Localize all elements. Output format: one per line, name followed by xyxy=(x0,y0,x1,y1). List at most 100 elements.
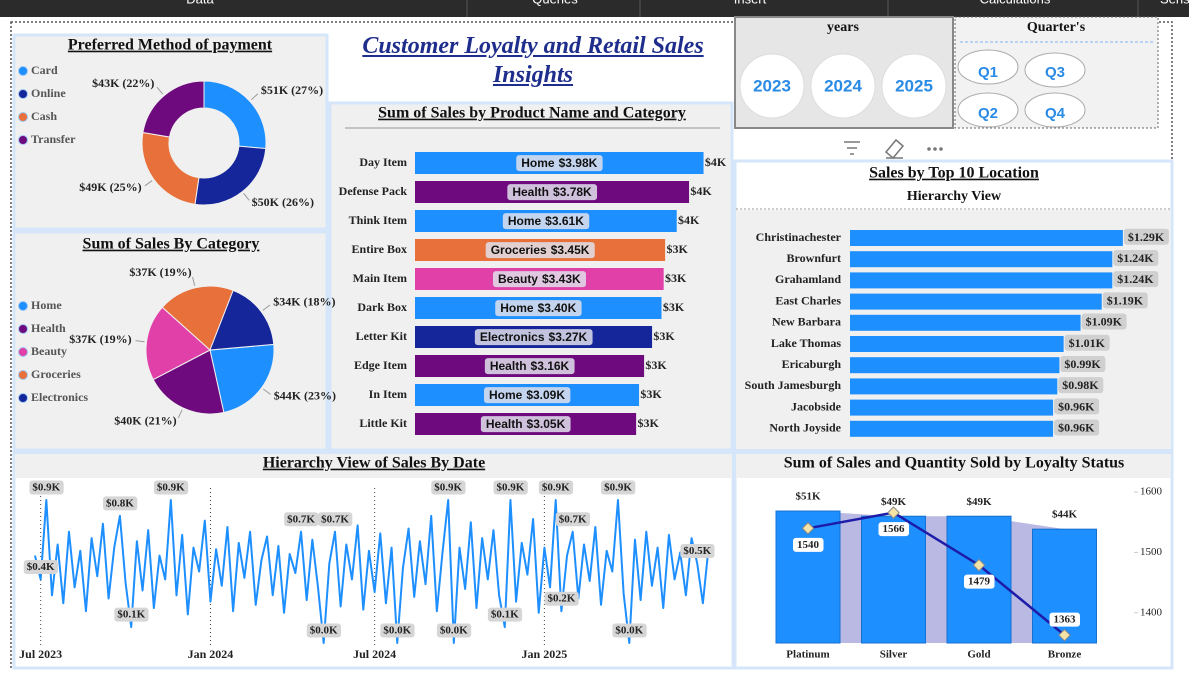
end-label: $3K xyxy=(663,300,685,314)
data-label: $49K xyxy=(966,496,992,508)
data-label: $0.2K xyxy=(547,593,575,605)
slicer-button[interactable] xyxy=(1024,52,1086,88)
slice xyxy=(209,343,275,414)
y2-tick-label: 1600 xyxy=(1140,486,1163,498)
group-label: Health xyxy=(486,417,523,431)
data-label: $44K (23%) xyxy=(274,388,336,402)
group-label: Beauty xyxy=(498,272,538,286)
end-label: $4K xyxy=(678,213,700,227)
chart-title: Hierarchy View of Sales By Date xyxy=(263,455,485,472)
y-tick-label: Lake Thomas xyxy=(771,336,841,350)
label-box xyxy=(680,544,715,559)
label-box xyxy=(306,623,342,638)
label-box xyxy=(1054,419,1100,436)
y-tick-label: Defense Pack xyxy=(339,184,408,198)
data-label: $0.96K xyxy=(1058,421,1095,435)
more-icon[interactable] xyxy=(927,147,943,151)
slicer-item[interactable]: 2025 xyxy=(895,76,933,95)
value-label: $3.43K xyxy=(542,272,581,286)
line xyxy=(807,511,1066,637)
slicer-button[interactable] xyxy=(881,53,947,119)
data-label: $0.96K xyxy=(1058,399,1095,413)
bar xyxy=(850,336,1064,352)
label-box xyxy=(483,387,571,404)
bar xyxy=(850,314,1081,331)
legend-label: Electronics xyxy=(31,390,88,404)
y-tick-label: Grahamland xyxy=(775,272,841,286)
filter-icon[interactable] xyxy=(844,141,860,155)
slicer-button[interactable] xyxy=(1024,92,1086,128)
slicer-title: years xyxy=(827,20,859,35)
bar xyxy=(850,357,1060,374)
slicer-button[interactable] xyxy=(739,53,805,119)
data-label: Health $3.05K xyxy=(486,417,566,431)
slicer-button[interactable] xyxy=(957,49,1019,85)
legend-swatch xyxy=(18,324,28,334)
bar xyxy=(850,420,1054,437)
data-label: $49K (25%) xyxy=(79,180,141,194)
data-label: $0.7K xyxy=(559,513,587,525)
slicer-title: Quarter's xyxy=(1027,20,1086,35)
panel-header xyxy=(736,454,1171,478)
leader-line xyxy=(144,180,153,187)
legend-label: Online xyxy=(31,86,66,100)
label-box xyxy=(964,574,995,589)
slicer-item[interactable]: 2023 xyxy=(753,76,791,95)
menu-item[interactable]: Data xyxy=(186,0,214,6)
chart-title: Sum of Sales and Quantity Sold by Loyalt… xyxy=(784,455,1125,472)
label-box xyxy=(1060,355,1106,372)
data-label: Home $3.98K xyxy=(521,156,597,170)
y-tick-label: Little Kit xyxy=(359,416,407,430)
data-label: Health $3.78K xyxy=(512,185,592,199)
label-box xyxy=(1113,271,1159,288)
label-box xyxy=(612,623,647,638)
slicer-item[interactable]: Q1 xyxy=(978,64,998,81)
data-label: $0.9K xyxy=(157,481,185,493)
label-box xyxy=(29,480,64,495)
legend-swatch xyxy=(18,347,28,357)
label-box xyxy=(544,591,579,606)
y2-tick-label: 1500 xyxy=(1140,546,1163,558)
slicer-item[interactable]: Q2 xyxy=(978,105,998,122)
data-label: $43K (22%) xyxy=(92,76,154,90)
slice xyxy=(161,285,234,351)
data-label: $1.09K xyxy=(1086,315,1123,329)
legend-swatch xyxy=(18,89,28,99)
data-label: $34K (18%) xyxy=(273,294,335,308)
eraser-icon[interactable] xyxy=(884,138,905,160)
menu-item[interactable]: Insert xyxy=(734,0,767,6)
slicer-item[interactable]: Q4 xyxy=(1045,105,1066,122)
data-label: $0.9K xyxy=(32,481,60,493)
legend-label: Transfer xyxy=(31,132,76,146)
data-label: $0.0K xyxy=(383,625,411,637)
bar xyxy=(850,230,1123,246)
marker xyxy=(801,521,815,535)
slicer-item[interactable]: Q3 xyxy=(1045,64,1065,81)
bar xyxy=(850,293,1102,310)
slicer-item[interactable]: 2024 xyxy=(824,76,862,95)
menu-item[interactable]: Sens xyxy=(1160,0,1189,6)
end-label: $4K xyxy=(690,184,712,198)
bar xyxy=(861,515,926,644)
label-box xyxy=(1054,398,1100,415)
leader-line xyxy=(135,340,145,343)
legend-label: Card xyxy=(31,63,58,77)
data-label: $37K (19%) xyxy=(69,332,131,346)
data-label: $1.24K xyxy=(1117,251,1154,265)
leader-line xyxy=(177,409,183,419)
x-tick-label: Jul 2023 xyxy=(19,647,62,661)
label-box xyxy=(538,480,574,495)
label-box xyxy=(380,623,415,638)
label-box xyxy=(601,480,636,495)
legend-swatch xyxy=(18,370,28,380)
data-label: $37K (19%) xyxy=(129,265,191,279)
menu-item[interactable]: Queries xyxy=(532,0,578,6)
slicer-button[interactable] xyxy=(810,53,876,119)
menu-item[interactable]: Calculations xyxy=(980,0,1051,6)
legend-swatch xyxy=(18,301,28,311)
group-label: Health xyxy=(490,359,527,373)
data-label: $1.29K xyxy=(1128,230,1165,244)
slicer-button[interactable] xyxy=(957,92,1019,128)
label-box xyxy=(102,496,138,511)
